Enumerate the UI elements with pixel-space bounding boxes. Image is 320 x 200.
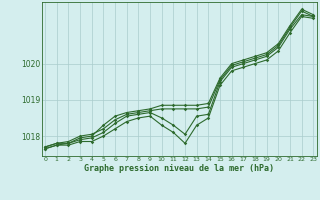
X-axis label: Graphe pression niveau de la mer (hPa): Graphe pression niveau de la mer (hPa) bbox=[84, 164, 274, 173]
